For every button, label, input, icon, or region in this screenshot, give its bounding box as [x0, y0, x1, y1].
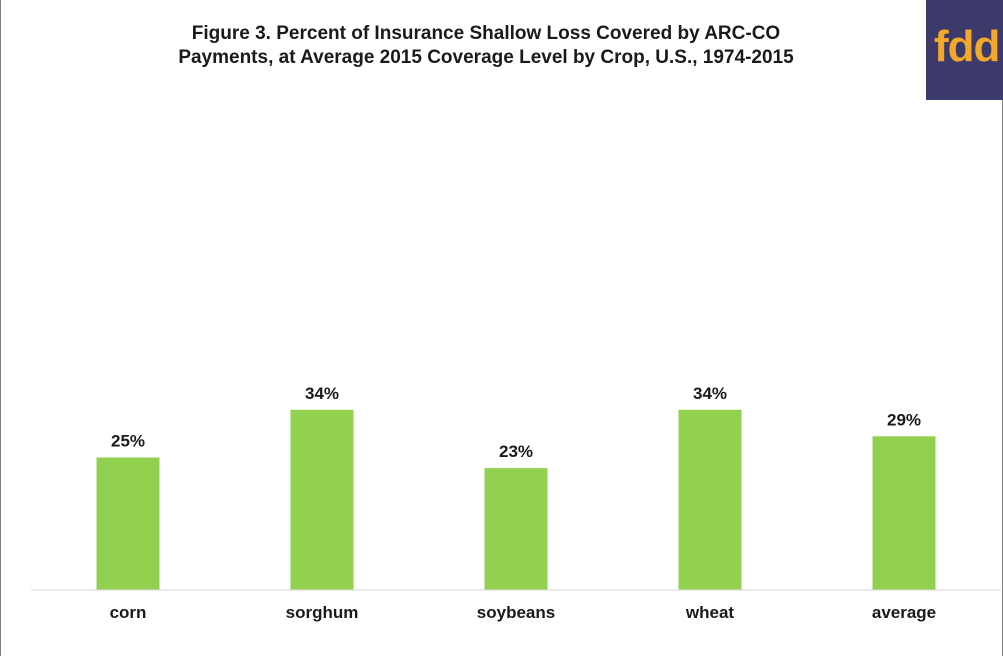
- logo-text: fdd: [934, 22, 1000, 71]
- bar-sorghum: [290, 409, 354, 590]
- data-label-corn: 25%: [111, 432, 145, 451]
- category-labels-group: corn sorghum soybeans wheat average: [110, 603, 937, 622]
- bar-soybeans: [484, 468, 548, 590]
- data-label-sorghum: 34%: [305, 384, 339, 403]
- category-label-corn: corn: [110, 603, 147, 622]
- chart-title: Figure 3. Percent of Insurance Shallow L…: [178, 23, 794, 68]
- bars-group: [96, 409, 936, 590]
- category-label-soybeans: soybeans: [477, 603, 555, 622]
- data-labels-group: 25% 34% 23% 34% 29%: [111, 384, 921, 461]
- category-label-wheat: wheat: [685, 603, 735, 622]
- data-label-average: 29%: [887, 410, 921, 429]
- data-label-soybeans: 23%: [499, 442, 533, 461]
- bar-average: [872, 436, 936, 590]
- bar-wheat: [678, 409, 742, 590]
- fdd-logo: fdd: [926, 0, 1003, 100]
- category-label-sorghum: sorghum: [286, 603, 359, 622]
- category-label-average: average: [872, 603, 936, 622]
- bar-corn: [96, 457, 160, 590]
- data-label-wheat: 34%: [693, 384, 727, 403]
